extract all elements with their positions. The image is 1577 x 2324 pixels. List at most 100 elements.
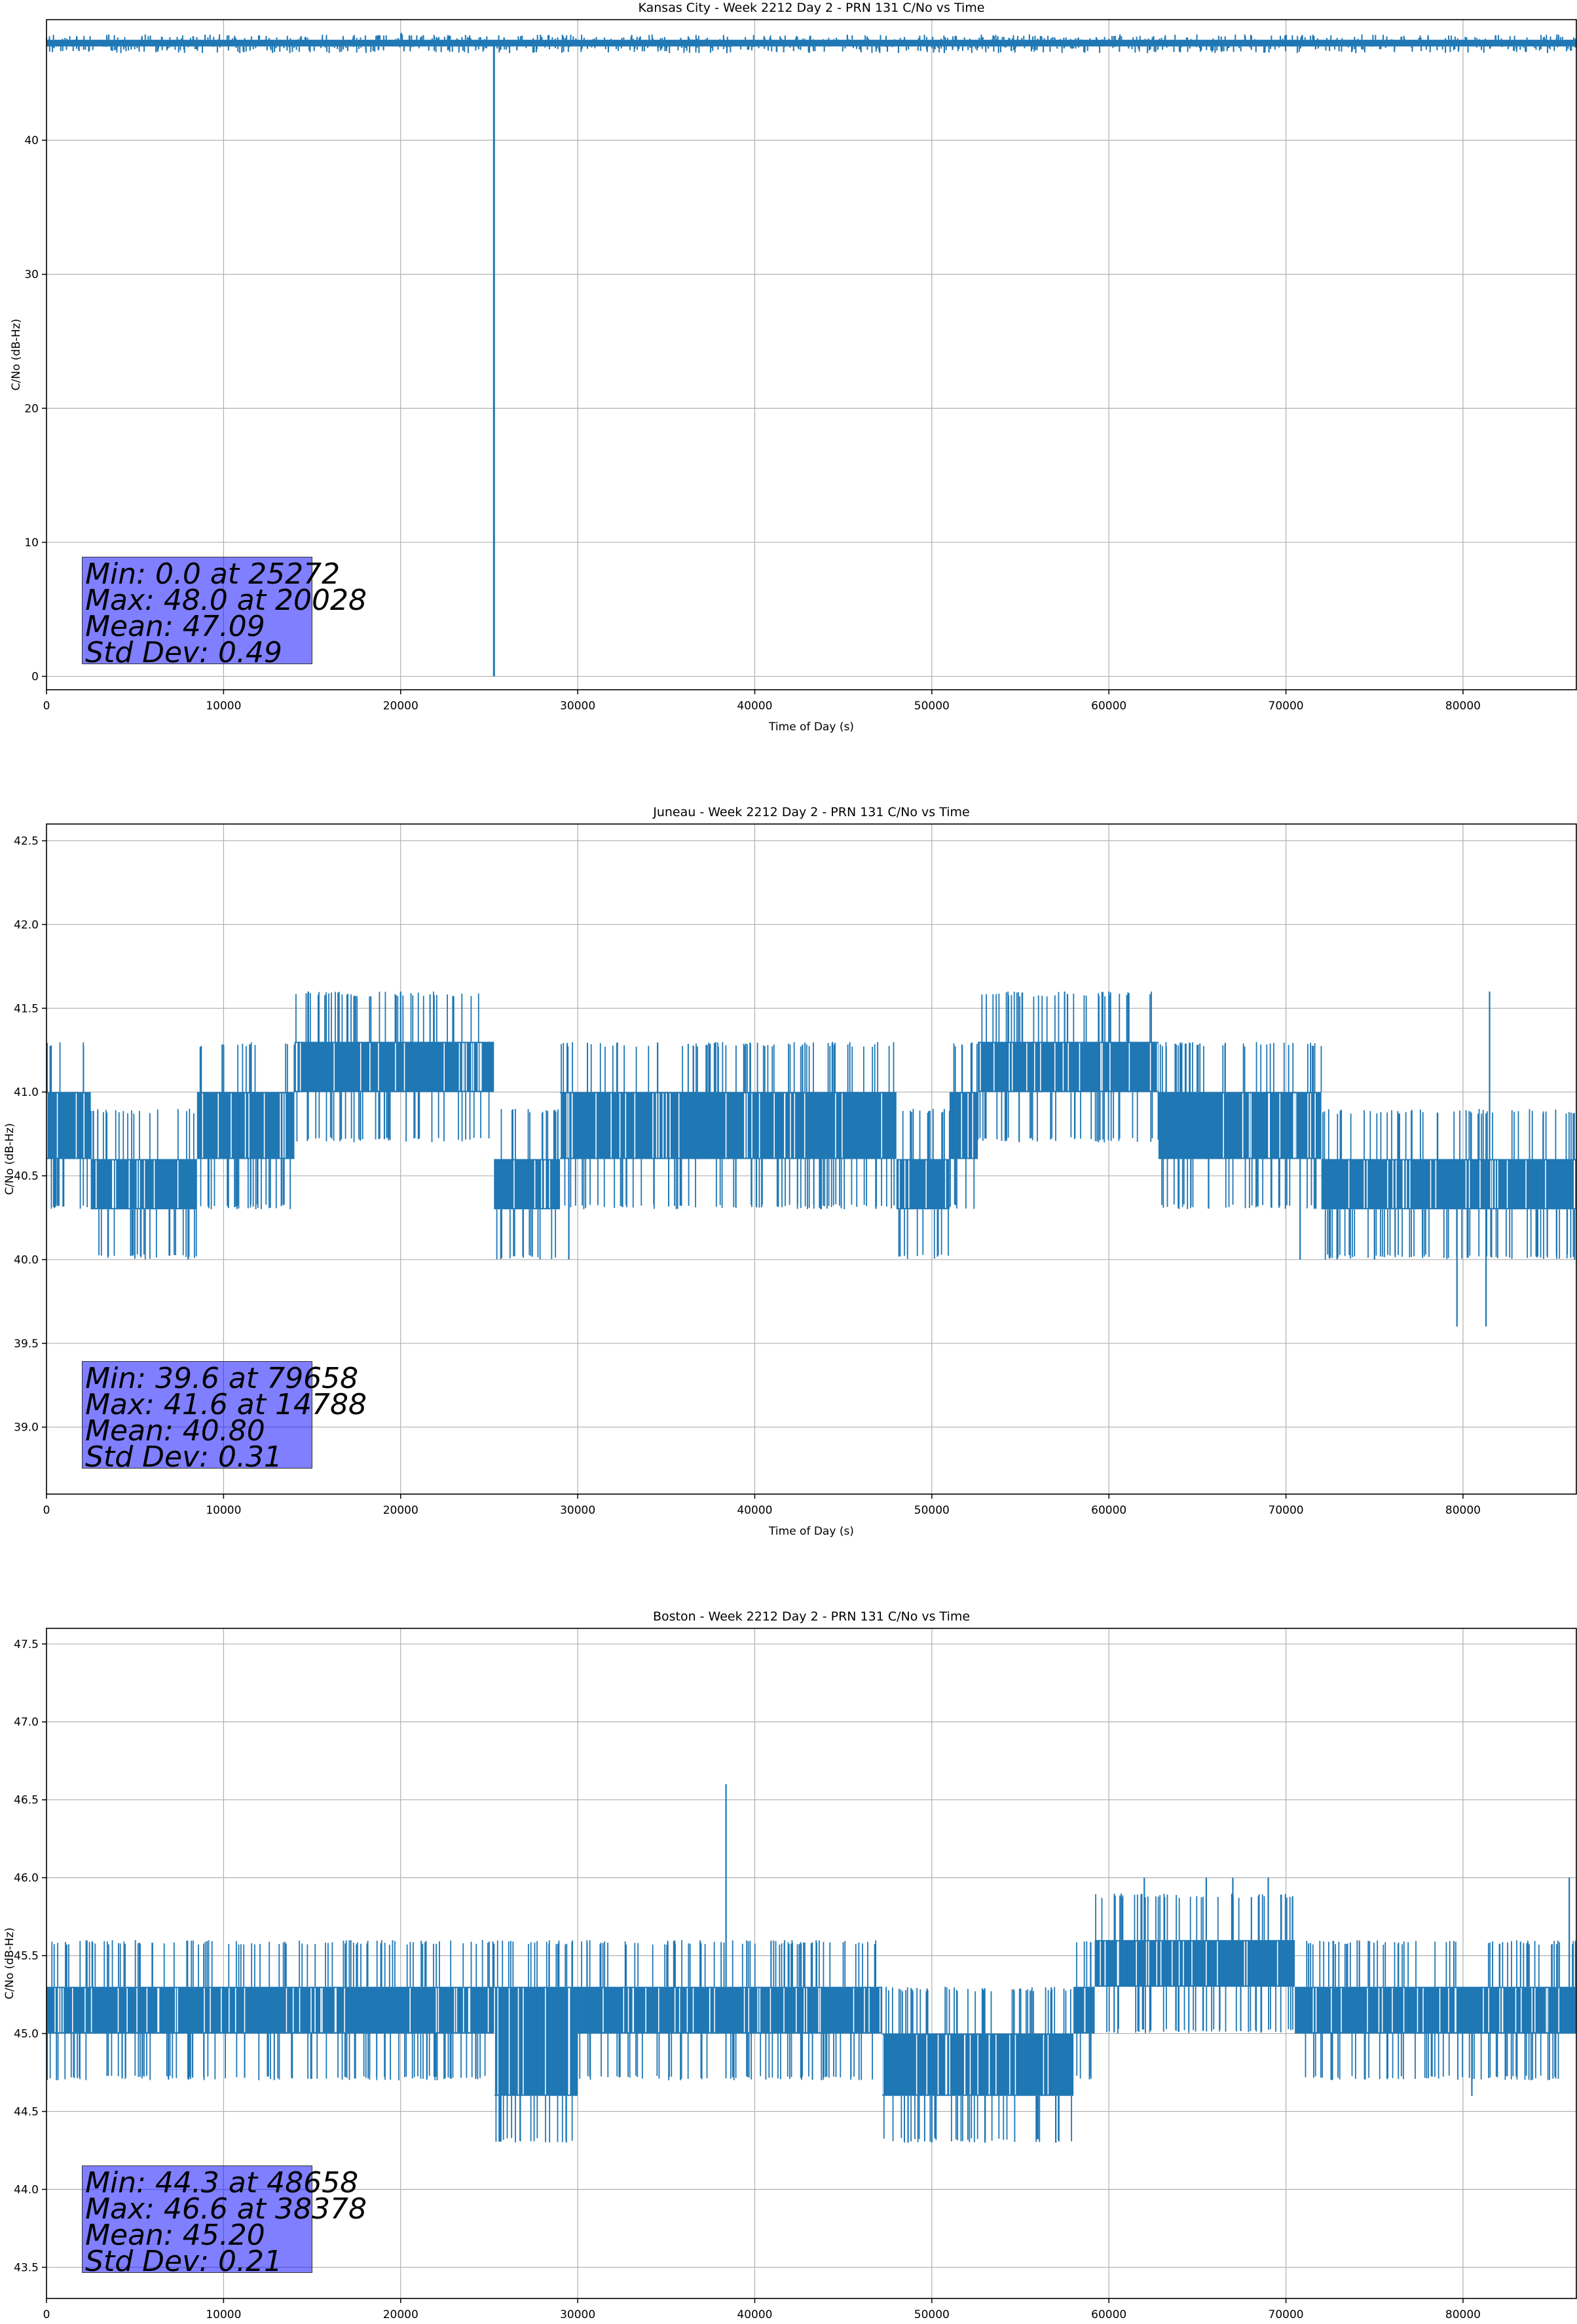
series-segment bbox=[559, 1041, 897, 1210]
plot-frame bbox=[46, 823, 1577, 1495]
y-tick-label: 44.5 bbox=[14, 2106, 39, 2119]
stats-std: Std Dev: 0.31 bbox=[85, 1440, 282, 1474]
y-tick-label: 47.5 bbox=[14, 1638, 39, 1651]
series-segment bbox=[882, 1987, 1074, 2143]
x-tick-label: 0 bbox=[43, 2308, 50, 2321]
y-tick-label: 40.0 bbox=[14, 1254, 39, 1267]
grid bbox=[46, 20, 1576, 690]
y-tick-label: 30 bbox=[24, 269, 39, 282]
x-tick-label: 0 bbox=[43, 700, 50, 713]
stats-min: Min: 0.0 at 25272 bbox=[85, 557, 341, 591]
series-segment bbox=[1295, 1940, 1576, 2080]
stats-mean: Mean: 45.20 bbox=[85, 2219, 265, 2252]
stats-mean: Mean: 40.80 bbox=[85, 1414, 265, 1448]
series-band bbox=[90, 1159, 197, 1210]
y-tick-label: 41.5 bbox=[14, 1002, 39, 1015]
data-series bbox=[46, 1784, 1576, 2143]
stats-annotation: Min: 39.6 at 79658 Max: 41.6 at 14788 Mean… bbox=[82, 1361, 367, 1474]
series-segment bbox=[494, 1109, 561, 1260]
series-segment bbox=[1321, 1109, 1576, 1260]
y-tick-label: 45.5 bbox=[14, 1950, 39, 1963]
x-tick-label: 50000 bbox=[914, 1504, 950, 1517]
x-tick-label: 20000 bbox=[383, 700, 418, 713]
y-tick-label: 45.0 bbox=[14, 2028, 39, 2041]
series-band bbox=[1295, 1987, 1576, 2034]
x-tick-label: 20000 bbox=[383, 1504, 418, 1517]
y-tick-label: 44.0 bbox=[14, 2183, 39, 2196]
chart-title: Kansas City - Week 2212 Day 2 - PRN 131 … bbox=[639, 1, 985, 15]
x-tick-label: 0 bbox=[43, 1504, 50, 1517]
x-tick-label: 60000 bbox=[1091, 1504, 1126, 1517]
y-tick-label: 0 bbox=[31, 671, 39, 684]
x-tick-label: 50000 bbox=[914, 2308, 950, 2321]
plot-frame bbox=[46, 19, 1577, 690]
y-tick-label: 46.5 bbox=[14, 1794, 39, 1807]
y-tick-label: 40 bbox=[24, 134, 39, 147]
series-band bbox=[46, 1987, 495, 2034]
x-tick-label: 30000 bbox=[560, 700, 595, 713]
chart-title: Juneau - Week 2212 Day 2 - PRN 131 C/No … bbox=[652, 805, 970, 819]
series-band bbox=[1321, 1159, 1576, 1210]
stats-max: Max: 48.0 at 20028 bbox=[85, 584, 367, 617]
x-tick-label: 40000 bbox=[737, 1504, 772, 1517]
series-segment bbox=[90, 1108, 197, 1260]
series-band bbox=[896, 1159, 950, 1210]
stats-mean: Mean: 47.09 bbox=[85, 610, 265, 643]
y-tick-label: 46.0 bbox=[14, 1872, 39, 1885]
x-tick-label: 20000 bbox=[383, 2308, 418, 2321]
x-tick-label: 10000 bbox=[206, 700, 241, 713]
y-axis-label: C/No (dB-Hz) bbox=[10, 319, 23, 391]
y-tick-label: 10 bbox=[24, 536, 39, 550]
y-axis-label: C/No (dB-Hz) bbox=[3, 1928, 16, 2000]
chart-panel-2: 0 10000 20000 30000 40000 50000 60000 70000 8000… bbox=[3, 805, 1577, 1538]
x-tick-label: 30000 bbox=[560, 1504, 595, 1517]
series-segment bbox=[494, 1940, 578, 2143]
plot-frame bbox=[46, 1628, 1577, 2299]
x-tick-label: 60000 bbox=[1091, 700, 1126, 713]
stats-max: Max: 41.6 at 14788 bbox=[85, 1388, 367, 1421]
x-tick-label: 80000 bbox=[1445, 1504, 1481, 1517]
series-band bbox=[494, 1159, 561, 1210]
x-tick-label: 70000 bbox=[1269, 2308, 1304, 2321]
x-tick-label: 60000 bbox=[1091, 2308, 1126, 2321]
stats-max: Max: 46.6 at 38378 bbox=[85, 2192, 367, 2226]
x-tick-label: 10000 bbox=[206, 1504, 241, 1517]
x-axis-label: Time of Day (s) bbox=[768, 721, 854, 734]
series-segment bbox=[977, 991, 1159, 1142]
series-band bbox=[1073, 1987, 1095, 2034]
series-band bbox=[46, 1092, 91, 1159]
x-axis-label: Time of Day (s) bbox=[768, 1525, 854, 1538]
series-band bbox=[1158, 1092, 1322, 1159]
y-tick-label: 42.0 bbox=[14, 918, 39, 931]
series-segment bbox=[46, 1940, 495, 2080]
stats-std: Std Dev: 0.49 bbox=[85, 636, 282, 669]
series-segment bbox=[949, 1042, 978, 1209]
y-tick-label: 47.0 bbox=[14, 1716, 39, 1729]
y-axis-label: C/No (dB-Hz) bbox=[3, 1123, 16, 1195]
y-tick-label: 39.0 bbox=[14, 1421, 39, 1434]
series-band bbox=[494, 1987, 578, 2096]
chart-title: Boston - Week 2212 Day 2 - PRN 131 C/No … bbox=[653, 1609, 970, 1624]
x-tick-label: 30000 bbox=[560, 2308, 595, 2321]
chart-panel-1: 0 10000 20000 30000 40000 50000 60000 70000 8000… bbox=[10, 1, 1577, 734]
series-segment bbox=[578, 1940, 883, 2080]
x-tick-label: 40000 bbox=[737, 700, 772, 713]
data-series bbox=[46, 991, 1576, 1327]
series-segment bbox=[1158, 1041, 1322, 1209]
x-tick-label: 70000 bbox=[1269, 1504, 1304, 1517]
y-tick-label: 43.5 bbox=[14, 2261, 39, 2274]
stats-annotation: Min: 44.3 at 48658 Max: 46.6 at 38378 Mean… bbox=[82, 2165, 367, 2278]
x-tick-label: 80000 bbox=[1445, 2308, 1481, 2321]
stats-std: Std Dev: 0.21 bbox=[85, 2245, 282, 2278]
chart-panel-3: 0 10000 20000 30000 40000 50000 60000 70000 8000… bbox=[3, 1609, 1577, 2321]
stats-annotation: Min: 0.0 at 25272 Max: 48.0 at 20028 Mean:… bbox=[82, 557, 367, 669]
y-tick-label: 39.5 bbox=[14, 1338, 39, 1351]
series-band bbox=[949, 1092, 978, 1159]
series-band bbox=[46, 39, 1576, 47]
series-segment bbox=[46, 1042, 91, 1209]
x-tick-label: 40000 bbox=[737, 2308, 772, 2321]
y-tick-label: 40.5 bbox=[14, 1170, 39, 1183]
y-tick-label: 42.5 bbox=[14, 835, 39, 848]
series-segment bbox=[1094, 1893, 1295, 2034]
